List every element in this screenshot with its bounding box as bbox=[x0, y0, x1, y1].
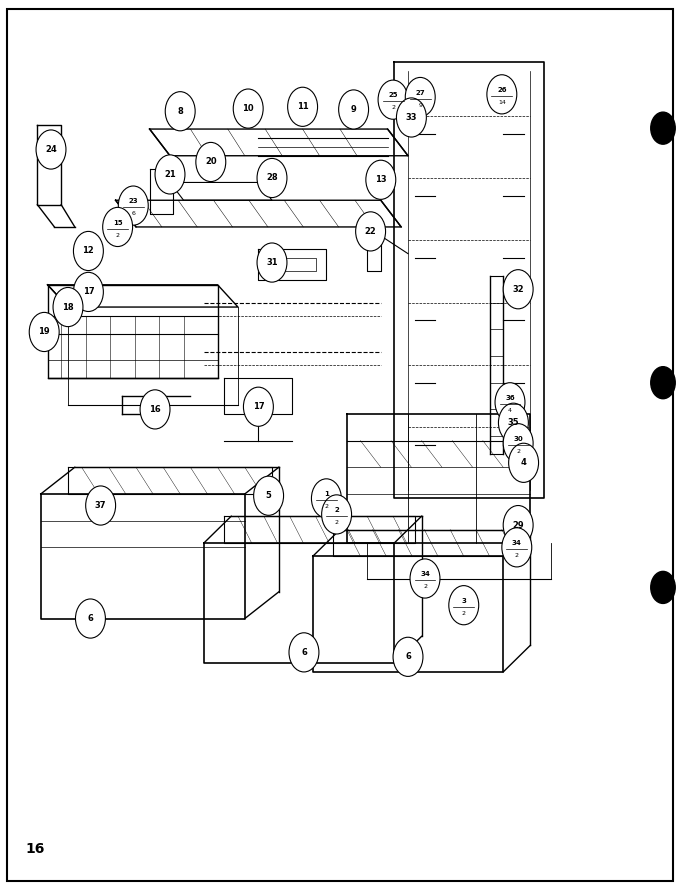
Text: 16: 16 bbox=[149, 405, 161, 414]
Circle shape bbox=[651, 367, 675, 399]
Text: 2: 2 bbox=[335, 520, 339, 525]
Text: 6: 6 bbox=[301, 648, 307, 657]
Circle shape bbox=[73, 272, 103, 311]
Text: 24: 24 bbox=[45, 145, 57, 154]
Text: 2: 2 bbox=[391, 105, 395, 110]
Circle shape bbox=[243, 387, 273, 426]
Text: 17: 17 bbox=[82, 287, 95, 296]
Circle shape bbox=[165, 92, 195, 131]
Text: 2: 2 bbox=[423, 584, 427, 589]
Circle shape bbox=[509, 443, 539, 482]
Text: 32: 32 bbox=[512, 285, 524, 294]
Circle shape bbox=[378, 80, 408, 119]
Circle shape bbox=[289, 633, 319, 672]
Text: 9: 9 bbox=[418, 102, 422, 108]
Text: 16: 16 bbox=[26, 842, 45, 856]
Circle shape bbox=[53, 287, 83, 327]
Circle shape bbox=[503, 270, 533, 309]
Circle shape bbox=[118, 186, 148, 225]
Text: 4: 4 bbox=[521, 458, 526, 467]
Text: 2: 2 bbox=[516, 449, 520, 454]
Text: 4: 4 bbox=[508, 408, 512, 413]
Text: 6: 6 bbox=[88, 614, 93, 623]
Circle shape bbox=[502, 528, 532, 567]
Circle shape bbox=[36, 130, 66, 169]
Circle shape bbox=[393, 637, 423, 676]
Text: 29: 29 bbox=[512, 521, 524, 530]
Text: 34: 34 bbox=[420, 571, 430, 578]
Circle shape bbox=[155, 155, 185, 194]
Circle shape bbox=[410, 559, 440, 598]
Text: 9: 9 bbox=[351, 105, 356, 114]
Circle shape bbox=[288, 87, 318, 126]
Text: 21: 21 bbox=[164, 170, 176, 179]
Text: 30: 30 bbox=[513, 436, 523, 442]
Text: 17: 17 bbox=[252, 402, 265, 411]
Circle shape bbox=[495, 383, 525, 422]
Text: 25: 25 bbox=[388, 93, 398, 99]
Circle shape bbox=[449, 586, 479, 625]
Circle shape bbox=[254, 476, 284, 515]
Circle shape bbox=[356, 212, 386, 251]
Circle shape bbox=[651, 571, 675, 603]
Circle shape bbox=[503, 424, 533, 463]
Circle shape bbox=[311, 479, 341, 518]
Text: 28: 28 bbox=[266, 174, 278, 182]
Text: 18: 18 bbox=[62, 303, 74, 312]
Circle shape bbox=[396, 98, 426, 137]
Text: 27: 27 bbox=[415, 90, 425, 96]
Text: 1: 1 bbox=[324, 491, 329, 498]
Circle shape bbox=[257, 158, 287, 198]
Text: 35: 35 bbox=[507, 418, 520, 427]
Circle shape bbox=[140, 390, 170, 429]
Text: 22: 22 bbox=[364, 227, 377, 236]
Circle shape bbox=[75, 599, 105, 638]
Circle shape bbox=[503, 506, 533, 545]
Circle shape bbox=[196, 142, 226, 182]
Text: 11: 11 bbox=[296, 102, 309, 111]
Text: 3: 3 bbox=[461, 598, 466, 604]
Text: 37: 37 bbox=[95, 501, 106, 510]
Text: 34: 34 bbox=[512, 540, 522, 546]
Text: 8: 8 bbox=[177, 107, 183, 116]
Text: 5: 5 bbox=[266, 491, 271, 500]
Text: 26: 26 bbox=[497, 87, 507, 93]
Text: 33: 33 bbox=[406, 113, 417, 122]
Text: 19: 19 bbox=[38, 328, 50, 336]
Circle shape bbox=[366, 160, 396, 199]
Text: 2: 2 bbox=[116, 232, 120, 238]
Text: 2: 2 bbox=[462, 611, 466, 616]
Circle shape bbox=[339, 90, 369, 129]
Circle shape bbox=[233, 89, 263, 128]
Text: 23: 23 bbox=[129, 198, 138, 205]
Circle shape bbox=[487, 75, 517, 114]
Text: 6: 6 bbox=[405, 652, 411, 661]
Circle shape bbox=[29, 312, 59, 352]
Text: 10: 10 bbox=[242, 104, 254, 113]
Circle shape bbox=[405, 77, 435, 117]
Circle shape bbox=[73, 231, 103, 271]
Text: 2: 2 bbox=[335, 507, 339, 514]
Circle shape bbox=[257, 243, 287, 282]
Text: 36: 36 bbox=[505, 395, 515, 401]
Text: 2: 2 bbox=[515, 553, 519, 558]
Text: 31: 31 bbox=[266, 258, 278, 267]
Circle shape bbox=[651, 112, 675, 144]
Text: 15: 15 bbox=[113, 220, 122, 226]
Circle shape bbox=[86, 486, 116, 525]
Circle shape bbox=[322, 495, 352, 534]
Text: 13: 13 bbox=[375, 175, 387, 184]
Text: 14: 14 bbox=[498, 100, 506, 105]
Text: 2: 2 bbox=[324, 504, 328, 509]
Circle shape bbox=[103, 207, 133, 247]
Text: 20: 20 bbox=[205, 158, 217, 166]
Circle shape bbox=[498, 403, 528, 442]
Text: 6: 6 bbox=[131, 211, 135, 216]
Text: 12: 12 bbox=[82, 247, 95, 255]
